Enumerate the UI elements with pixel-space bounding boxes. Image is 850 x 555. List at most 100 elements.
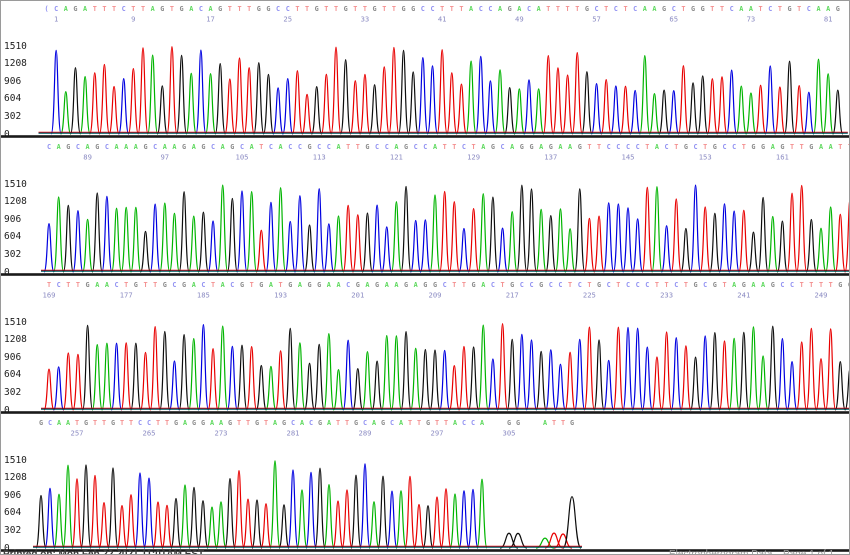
base-call-letter: C: [76, 143, 80, 151]
base-call-letter: G: [86, 281, 90, 289]
trace-peak: [747, 326, 760, 411]
trace-peak: [834, 360, 846, 411]
trace-peak: [475, 55, 487, 135]
position-tick-label: 233: [660, 291, 673, 300]
base-call-letter: T: [345, 419, 349, 427]
trace-peak: [506, 211, 518, 273]
trace-peak: [262, 73, 275, 135]
base-call-letter: T: [684, 281, 688, 289]
trace-peak: [320, 73, 332, 135]
base-call-letter: T: [587, 143, 591, 151]
trace-peak: [359, 463, 371, 549]
base-call-letter: C: [414, 143, 418, 151]
trace-peak: [516, 333, 528, 411]
trace-peak: [130, 206, 142, 273]
base-call-letter: G: [257, 5, 261, 13]
position-tick-label: 169: [43, 291, 56, 300]
trace-peak: [786, 192, 798, 273]
position-tick-label: 81: [824, 15, 833, 24]
trace-peak: [89, 72, 101, 135]
chromatogram-panel-2: 1510 1208 906 604 302 0 C A G C A G C A A A G C A A G A G C A G C A…: [1, 139, 849, 278]
trace-peak: [407, 71, 419, 135]
base-call-letter: T: [604, 5, 608, 13]
trace-peak: [179, 484, 191, 549]
base-call-letter: T: [76, 281, 80, 289]
trace-peak: [622, 207, 634, 273]
trace-peak: [275, 187, 287, 273]
base-call-letter: C: [199, 5, 203, 13]
base-call-letter: C: [790, 281, 794, 289]
trace-peak: [143, 477, 155, 549]
base-call-letter: T: [710, 5, 714, 13]
x-axis-line: [1, 549, 849, 552]
base-call-letter: A: [115, 143, 119, 151]
trace-peak: [553, 533, 573, 549]
base-call-letter: T: [237, 419, 241, 427]
base-call-letter: G: [691, 5, 695, 13]
y-axis-tick-label: 1208: [4, 334, 27, 346]
base-call-letter: A: [124, 143, 128, 151]
trace-peak: [397, 49, 410, 135]
base-call-letter: T: [443, 143, 447, 151]
trace-peak: [371, 204, 383, 273]
base-call-letter: A: [219, 419, 223, 427]
trace-peak: [332, 500, 344, 549]
base-call-letter: G: [163, 281, 167, 289]
trace-peak: [369, 84, 381, 135]
trace-peak: [50, 49, 62, 135]
position-tick-label: 241: [737, 291, 750, 300]
trace-peak: [284, 220, 296, 273]
trace-peak: [390, 201, 402, 273]
base-call-letter: T: [587, 281, 591, 289]
base-call-letter: T: [452, 143, 456, 151]
base-call-letter: C: [636, 281, 640, 289]
trace-peak: [217, 325, 229, 411]
base-call-letter: A: [192, 143, 196, 151]
y-axis-tick-label: 604: [4, 369, 22, 381]
trace-peak: [381, 334, 393, 411]
base-call-letter: T: [247, 5, 251, 13]
trace-peak: [417, 57, 429, 135]
position-tick-label: 153: [699, 153, 712, 162]
base-call-letter: A: [365, 281, 369, 289]
trace-peak: [484, 80, 496, 135]
trace-peak: [564, 228, 576, 273]
trace-peak: [361, 350, 374, 411]
trace-peak: [251, 499, 263, 549]
base-call-letter: G: [230, 143, 234, 151]
trace-peak: [535, 350, 547, 411]
trace-peak: [803, 91, 815, 135]
base-call-letter: G: [308, 143, 312, 151]
trace-peak: [378, 66, 390, 135]
trace-peak: [419, 219, 431, 273]
trace-peak: [323, 483, 335, 549]
base-call-letter: T: [552, 419, 556, 427]
base-call-letter: T: [356, 143, 360, 151]
chromatogram-panel-1: 1510 1208 906 604 302 0(C A G A T T T C T T A G T G A C A G T T T…: [1, 1, 849, 140]
trace-peak: [747, 231, 760, 273]
trace-peak: [330, 46, 342, 135]
trace-peak: [134, 472, 146, 549]
trace-peak: [130, 342, 142, 411]
trace-peak: [571, 52, 583, 135]
base-call-letter: C: [607, 281, 611, 289]
trace-peak: [738, 331, 750, 411]
trace-peak: [255, 364, 267, 411]
trace-peak: [728, 337, 740, 411]
base-call-letter: C: [105, 143, 109, 151]
trace-peak: [291, 70, 303, 135]
trace-peak: [35, 494, 47, 549]
trace-peak: [118, 78, 130, 135]
base-call-letter: G: [771, 281, 775, 289]
trace-peak: [844, 201, 849, 273]
trace-peak: [206, 506, 218, 549]
base-call-letter: C: [527, 5, 531, 13]
base-call-letter: T: [417, 419, 421, 427]
trace-peak: [342, 339, 354, 411]
base-call-letter: G: [701, 5, 705, 13]
trace-peak: [303, 224, 316, 273]
base-call-letter: C: [390, 419, 394, 427]
y-axis-tick-label: 1208: [4, 472, 27, 484]
base-call-letter: G: [308, 281, 312, 289]
base-call-letter: T: [722, 281, 726, 289]
